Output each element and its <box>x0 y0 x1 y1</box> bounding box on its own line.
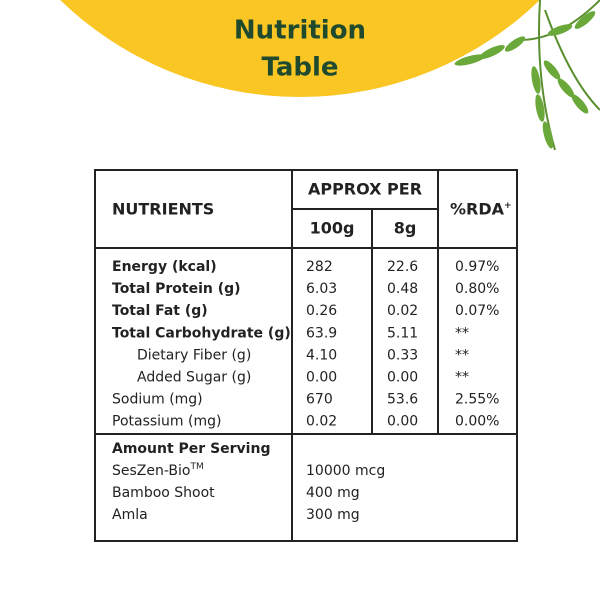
row-label: Total Fat (g) <box>112 303 208 319</box>
row-label: Total Carbohydrate (g) <box>112 325 291 341</box>
header-nutrients: NUTRIENTS <box>112 200 214 219</box>
value-100g: 282 <box>306 259 333 275</box>
value-100g: 63.9 <box>306 325 337 341</box>
serving-name: SesZen-BioTM <box>112 462 204 480</box>
value-100g: 0.26 <box>306 303 337 319</box>
value-8g: 53.6 <box>387 392 418 408</box>
superscript: TM <box>189 462 203 472</box>
value-8g: 0.48 <box>387 281 418 297</box>
header-approx: APPROX PER <box>308 180 422 199</box>
header-rda: %RDA+ <box>450 200 512 219</box>
value-rda: ** <box>455 325 469 341</box>
value-rda: ** <box>455 347 469 363</box>
value-8g: 0.33 <box>387 347 418 363</box>
value-100g: 4.10 <box>306 347 337 363</box>
row-label: Dietary Fiber (g) <box>137 347 251 363</box>
value-rda: 0.97% <box>455 259 499 275</box>
serving-heading: Amount Per Serving <box>112 441 270 457</box>
table-rules <box>94 169 518 542</box>
value-100g: 670 <box>306 392 333 408</box>
row-label: Energy (kcal) <box>112 259 217 275</box>
header-8g: 8g <box>394 219 417 238</box>
serving-amount: 300 mg <box>306 507 360 523</box>
superscript: + <box>504 201 512 211</box>
value-rda: 2.55% <box>455 392 499 408</box>
value-100g: 0.00 <box>306 370 337 386</box>
value-rda: 0.80% <box>455 281 499 297</box>
header-100g: 100g <box>310 219 355 238</box>
value-rda: 0.07% <box>455 303 499 319</box>
serving-name: Bamboo Shoot <box>112 485 215 501</box>
value-8g: 0.02 <box>387 303 418 319</box>
serving-amount: 10000 mcg <box>306 463 385 479</box>
title-line: Table <box>261 53 338 83</box>
title-line: Nutrition <box>234 16 366 46</box>
value-8g: 0.00 <box>387 370 418 386</box>
row-label: Total Protein (g) <box>112 281 241 297</box>
value-rda: 0.00% <box>455 414 499 430</box>
yellow-arc <box>60 0 540 97</box>
leaves <box>454 0 600 151</box>
serving-amount: 400 mg <box>306 485 360 501</box>
value-8g: 22.6 <box>387 259 418 275</box>
row-label: Added Sugar (g) <box>137 370 251 386</box>
serving-name: Amla <box>112 507 148 523</box>
row-label: Sodium (mg) <box>112 392 203 408</box>
value-100g: 0.02 <box>306 414 337 430</box>
row-label: Potassium (mg) <box>112 414 221 430</box>
value-rda: ** <box>455 370 469 386</box>
value-100g: 6.03 <box>306 281 337 297</box>
value-8g: 0.00 <box>387 414 418 430</box>
value-8g: 5.11 <box>387 325 418 341</box>
